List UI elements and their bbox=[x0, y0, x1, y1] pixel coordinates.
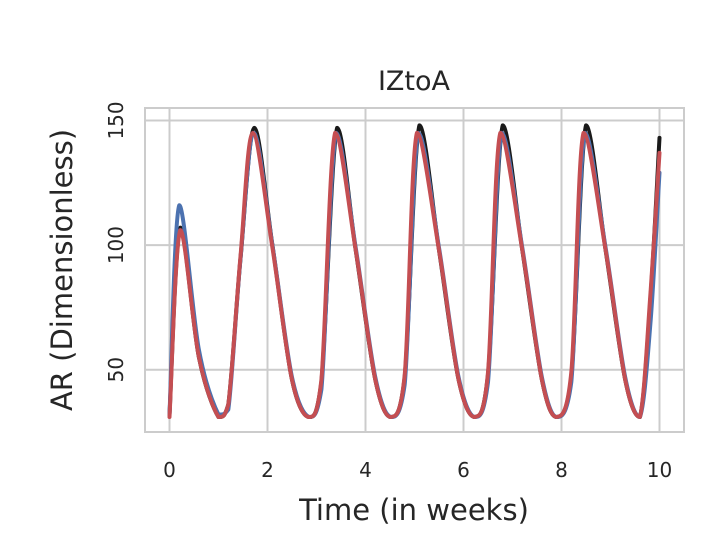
x-tick-label: 2 bbox=[261, 458, 274, 482]
x-tick-label: 8 bbox=[555, 458, 568, 482]
x-axis-label: Time (in weeks) bbox=[298, 493, 529, 527]
x-tick-label: 6 bbox=[457, 458, 470, 482]
plot-frame bbox=[144, 107, 685, 433]
x-tick-labels: 0 2 4 6 8 10 bbox=[163, 458, 672, 482]
x-tick-label: 4 bbox=[359, 458, 372, 482]
y-tick-labels: 50 100 150 bbox=[104, 101, 128, 382]
series-line-3 bbox=[167, 130, 662, 419]
x-tick-label: 0 bbox=[163, 458, 176, 482]
y-axis-label: AR (Dimensionless) bbox=[45, 129, 79, 411]
y-tick-label: 50 bbox=[104, 357, 128, 382]
chart-title: IZtoA bbox=[378, 66, 451, 97]
x-tick-label: 10 bbox=[647, 458, 672, 482]
y-tick-label: 150 bbox=[104, 101, 128, 139]
y-tick-label: 100 bbox=[104, 226, 128, 264]
series-layer bbox=[167, 123, 662, 419]
